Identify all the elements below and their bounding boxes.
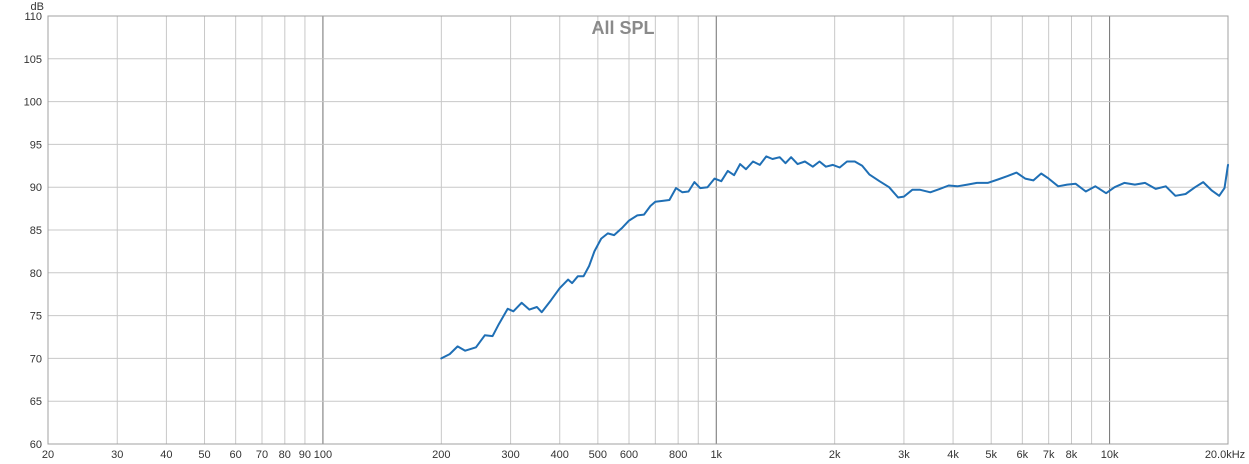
x-tick-label: 200	[432, 449, 450, 461]
y-tick-label: 95	[30, 139, 42, 151]
x-tick-label: 10k	[1101, 449, 1119, 461]
y-tick-label: 110	[24, 11, 42, 23]
x-tick-label: 800	[669, 449, 687, 461]
x-tick-label: 7k	[1043, 449, 1055, 461]
y-tick-label: 100	[24, 97, 42, 109]
x-tick-label: 70	[256, 449, 268, 461]
x-tick-label: 600	[620, 449, 638, 461]
x-tick-label: 20.0kHz	[1205, 449, 1245, 461]
y-tick-label: 80	[30, 268, 42, 280]
y-tick-label: 70	[30, 353, 42, 365]
x-tick-label: 3k	[898, 449, 910, 461]
x-tick-label: 1k	[710, 449, 722, 461]
x-tick-label: 100	[314, 449, 332, 461]
y-tick-label: 90	[30, 182, 42, 194]
x-tick-label: 4k	[947, 449, 959, 461]
series-layer	[440, 155, 1229, 360]
chart-title: All SPL	[591, 18, 654, 38]
x-tick-label: 2k	[829, 449, 841, 461]
x-tick-label: 50	[198, 449, 210, 461]
x-tick-label: 6k	[1017, 449, 1029, 461]
x-tick-label: 60	[230, 449, 242, 461]
x-tick-label: 8k	[1066, 449, 1078, 461]
x-tick-label: 30	[111, 449, 123, 461]
y-tick-label: 75	[30, 311, 42, 323]
y-tick-label: 105	[24, 54, 42, 66]
x-tick-label: 5k	[985, 449, 997, 461]
grid-lines	[47, 15, 1229, 445]
x-tick-label: 90	[299, 449, 311, 461]
x-tick-label: 20	[42, 449, 54, 461]
y-axis-unit-label: dB	[31, 1, 44, 13]
x-tick-label: 400	[551, 449, 569, 461]
y-tick-label: 85	[30, 225, 42, 237]
y-tick-label: 65	[30, 396, 42, 408]
x-tick-label: 300	[501, 449, 519, 461]
x-tick-label: 40	[160, 449, 172, 461]
axis-tick-labels: 20 30 40 50 60 70 80 90 100 200 300 400 500 600 800 1k 2…	[24, 11, 1246, 461]
x-tick-label: 500	[589, 449, 607, 461]
plot-frame	[47, 15, 1229, 445]
y-tick-label: 60	[30, 439, 42, 451]
x-tick-label: 80	[279, 449, 291, 461]
spl-series-line	[440, 155, 1229, 360]
